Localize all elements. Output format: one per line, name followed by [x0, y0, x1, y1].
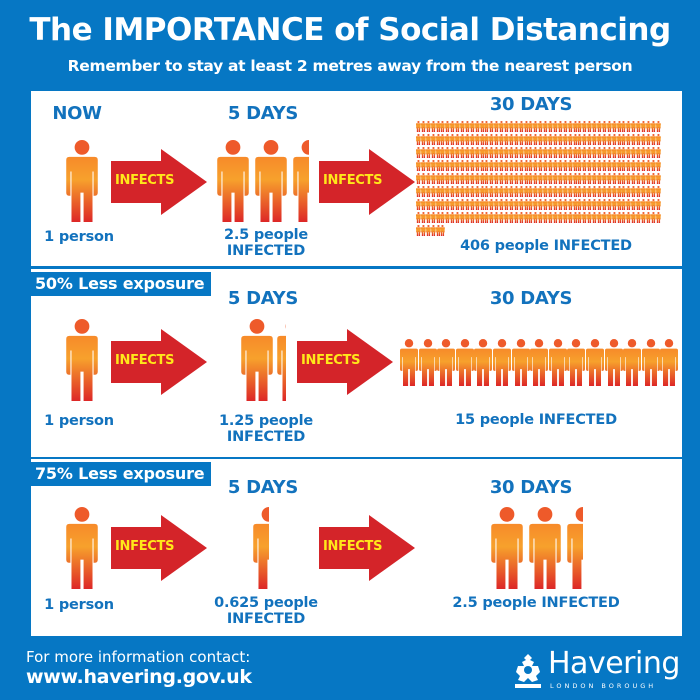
havering-logo: Havering LONDON BOROUGH: [512, 646, 682, 694]
person-figure-icon: [656, 212, 661, 223]
day30-caption: 406 people INFECTED: [460, 238, 632, 254]
person-figure-icon: [241, 319, 273, 401]
person-figure-icon: [253, 507, 269, 589]
arrow-label: INFECTS: [115, 173, 175, 188]
person-figure-icon: [567, 339, 585, 386]
day30-heading: 30 DAYS: [489, 94, 573, 115]
page-subtitle: Remember to stay at least 2 metres away …: [67, 57, 633, 75]
now-caption: 1 person: [44, 597, 114, 613]
arrow-label: INFECTS: [301, 353, 361, 368]
day5-heading: 5 DAYS: [227, 103, 299, 124]
day30-heading: 30 DAYS: [489, 477, 573, 498]
person-figure-icon: [656, 134, 661, 145]
arrow-right-icon: INFECTS: [297, 329, 393, 395]
scenario-tag: 75% Less exposure: [31, 462, 212, 486]
day5-caption: 1.25 people INFECTED: [219, 413, 313, 445]
day30-heading: 30 DAYS: [489, 288, 573, 309]
person-figure-icon: [605, 339, 623, 386]
person-figure-icon: [66, 319, 98, 401]
day5-caption: 0.625 people INFECTED: [214, 595, 318, 627]
person-figure-icon: [656, 199, 661, 210]
person-figure-icon: [66, 140, 98, 222]
arrow-label: INFECTS: [115, 353, 175, 368]
arrow-label: INFECTS: [323, 539, 383, 554]
person-figure-icon: [512, 339, 530, 386]
day30-caption: 2.5 people INFECTED: [452, 595, 620, 611]
day30-caption: 15 people INFECTED: [455, 412, 617, 428]
day5-figures: [241, 319, 291, 403]
day5-caption: 2.5 people INFECTED: [223, 227, 309, 259]
day5-figures: [253, 507, 269, 589]
panel-divider: [31, 266, 682, 269]
arrow-right-icon: INFECTS: [111, 149, 207, 215]
logo-subtitle: LONDON BOROUGH: [550, 682, 657, 690]
person-figure-icon: [567, 507, 583, 589]
person-figure-icon: [660, 339, 678, 386]
person-figure-icon: [491, 507, 523, 589]
person-figure-icon: [66, 507, 98, 589]
person-figure-icon: [656, 160, 661, 171]
person-figure-icon: [549, 339, 567, 386]
arrow-label: INFECTS: [323, 173, 383, 188]
person-figure-icon: [656, 121, 661, 132]
person-figure-icon: [656, 147, 661, 158]
person-figure-icon: [623, 339, 641, 386]
person-figure-icon: [529, 507, 561, 589]
person-figure-icon: [400, 339, 418, 386]
person-figure-icon: [277, 319, 286, 401]
now-caption: 1 person: [44, 413, 114, 429]
havering-crest-icon: [515, 654, 541, 688]
person-figure-icon: [440, 225, 445, 236]
scenario-panel-50-percent: 50% Less exposure 1 person INFECTS 5 DAY…: [31, 269, 682, 457]
person-figure-icon: [656, 173, 661, 184]
person-figure-icon: [586, 339, 604, 386]
arrow-right-icon: INFECTS: [111, 515, 207, 581]
person-figure-icon: [255, 140, 287, 222]
person-figure-icon: [656, 186, 661, 197]
person-figure-icon: [437, 339, 455, 386]
day5-heading: 5 DAYS: [227, 477, 299, 498]
website-link[interactable]: www.havering.gov.uk: [26, 666, 252, 688]
logo-name: Havering: [548, 646, 680, 681]
page-title: The IMPORTANCE of Social Distancing: [29, 12, 671, 48]
arrow-right-icon: INFECTS: [319, 515, 415, 581]
person-figure-icon: [419, 339, 437, 386]
day5-heading: 5 DAYS: [227, 288, 299, 309]
person-figure-icon: [217, 140, 249, 222]
scenario-panel-75-percent: 75% Less exposure 1 person INFECTS 5 DAY…: [31, 459, 682, 636]
person-figure-icon: [456, 339, 474, 386]
arrow-right-icon: INFECTS: [111, 329, 207, 395]
day30-figure-grid: [416, 121, 664, 238]
scenario-tag: 50% Less exposure: [31, 272, 212, 296]
contact-label: For more information contact:: [26, 648, 251, 666]
day30-figures: [400, 339, 680, 387]
panel-divider: [31, 457, 682, 460]
now-caption: 1 person: [44, 229, 114, 245]
person-figure-icon: [493, 339, 511, 386]
person-figure-icon: [293, 140, 309, 222]
person-figure-icon: [642, 339, 660, 386]
arrow-label: INFECTS: [115, 539, 175, 554]
now-heading: NOW: [52, 103, 102, 124]
day30-figures: [491, 507, 585, 589]
person-figure-icon: [474, 339, 492, 386]
person-figure-icon: [530, 339, 548, 386]
arrow-right-icon: INFECTS: [319, 149, 415, 215]
day5-figures: [217, 140, 311, 222]
